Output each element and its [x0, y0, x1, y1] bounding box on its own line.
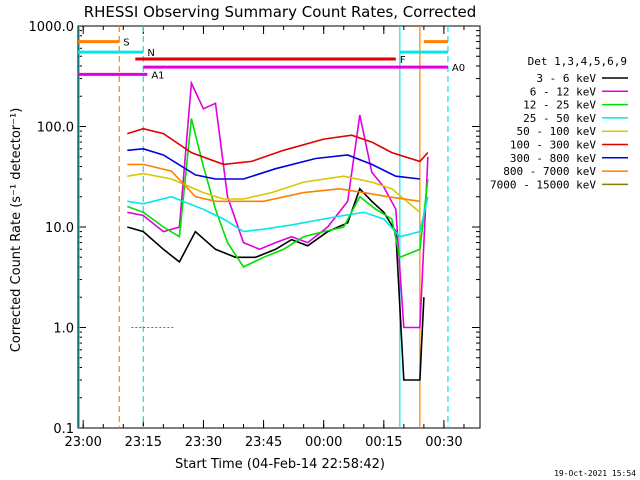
legend-entry-label: 3 - 6 keV: [536, 72, 596, 85]
chart-title: RHESSI Observing Summary Count Rates, Co…: [84, 3, 477, 21]
y-tick-label: 1.0: [53, 322, 74, 337]
legend-entry-label: 25 - 50 keV: [523, 112, 596, 125]
footer-date: 19-Oct-2021 15:54: [554, 469, 636, 478]
legend-entry-label: 7000 - 15000 keV: [490, 178, 596, 191]
series-line: [127, 163, 421, 203]
x-tick-label: 23:00: [64, 435, 101, 450]
series-line: [127, 127, 429, 166]
y-tick-label: 10.0: [45, 221, 74, 236]
legend-entry-label: 50 - 100 keV: [517, 125, 597, 138]
x-tick-label: 00:15: [365, 435, 402, 450]
annotation-label-n: N: [147, 48, 154, 59]
series-line: [127, 172, 421, 213]
annotation-label-s: S: [123, 38, 129, 49]
legend-entry-label: 6 - 12 keV: [530, 85, 597, 98]
y-tick-label: 0.1: [53, 422, 74, 437]
y-tick-label: 1000.0: [29, 20, 75, 35]
series-line: [127, 118, 429, 269]
plot-area: 0.1 1.0 10.0 100.0 1000.0 23:00 23:15 23:30 23:4…: [29, 20, 481, 450]
x-tick-label: 23:30: [185, 435, 222, 450]
series-line: [127, 195, 429, 238]
y-tick-label: 100.0: [37, 121, 74, 136]
x-tick-label: 23:45: [245, 435, 282, 450]
legend-title: Det 1,3,4,5,6,9: [528, 55, 627, 68]
annotation-label-f: F: [400, 55, 406, 66]
legend-entry-label: 300 - 800 keV: [510, 152, 596, 165]
legend-entry-label: 100 - 300 keV: [510, 139, 596, 152]
x-tick-label: 00:30: [425, 435, 462, 450]
legend-entry-label: 12 - 25 keV: [523, 99, 596, 112]
annotation-label-a0: A0: [452, 63, 465, 74]
y-axis-label: Corrected Count Rate (s⁻¹ detector⁻¹): [9, 108, 24, 353]
legend-entry-label: 800 - 7000 keV: [503, 165, 596, 178]
x-axis-label: Start Time (04-Feb-14 22:58:42): [175, 457, 385, 472]
series-line: [127, 147, 420, 180]
x-tick-label: 00:00: [305, 435, 342, 450]
x-tick-label: 23:15: [125, 435, 162, 450]
annotation-label-a1: A1: [151, 70, 164, 81]
series-line: [127, 80, 429, 329]
